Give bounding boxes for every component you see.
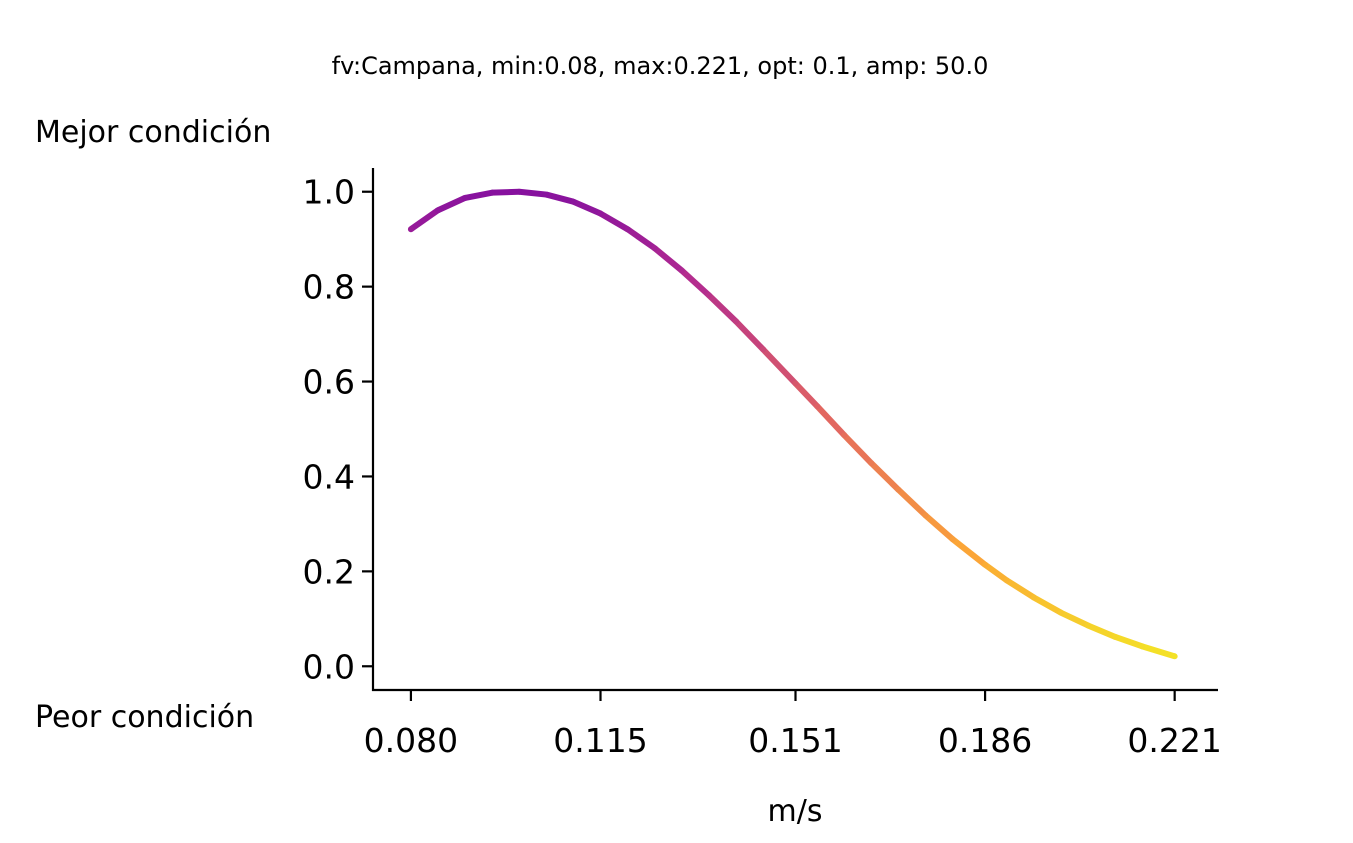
- data-point: [868, 460, 875, 467]
- line-segment: [545, 191, 575, 205]
- line-segment: [652, 245, 684, 273]
- line-segment: [625, 226, 657, 251]
- data-point: [1057, 609, 1064, 616]
- line-segment: [409, 207, 440, 232]
- line-segment: [814, 404, 847, 438]
- line-segment: [1005, 577, 1036, 600]
- line-segment: [464, 189, 493, 201]
- line-segment: [572, 198, 602, 217]
- data-point: [1112, 633, 1119, 640]
- x-axis-ticks: 0.080 0.115 0.151 0.186 0.221: [364, 690, 1222, 760]
- data-point: [543, 191, 550, 198]
- data-point: [841, 432, 848, 439]
- series-line: [407, 188, 1178, 660]
- data-point: [814, 403, 821, 410]
- data-point: [895, 486, 902, 493]
- line-segment: [706, 293, 739, 324]
- line-segment: [733, 319, 766, 352]
- x-axis-label: m/s: [768, 794, 823, 829]
- line-segment: [679, 268, 711, 298]
- y-tick-label: 0.0: [303, 647, 355, 686]
- data-point: [982, 561, 989, 568]
- top-condition-label: Mejor condición: [35, 115, 271, 150]
- line-segment: [896, 487, 928, 518]
- line-segment: [1086, 622, 1117, 640]
- line-segment: [842, 433, 874, 466]
- data-point: [462, 194, 469, 201]
- line-segment: [1114, 634, 1144, 650]
- data-point: [651, 245, 658, 252]
- y-axis-ticks: 0.0 0.2 0.4 0.6 0.8 1.0: [303, 173, 373, 686]
- line-segment: [760, 347, 798, 386]
- line-segment: [950, 536, 987, 568]
- data-point: [678, 267, 685, 274]
- line-segment: [492, 188, 520, 196]
- bottom-condition-label: Peor condición: [35, 700, 254, 735]
- data-point: [516, 188, 523, 195]
- line-segment: [869, 461, 901, 492]
- data-point: [1003, 577, 1010, 584]
- x-tick-label: 0.115: [553, 721, 647, 760]
- data-point: [407, 226, 414, 233]
- x-tick-label: 0.080: [364, 721, 458, 760]
- x-tick-label: 0.221: [1127, 721, 1221, 760]
- y-tick-label: 0.6: [303, 363, 355, 402]
- data-point: [760, 346, 766, 353]
- y-tick-label: 0.8: [303, 268, 355, 307]
- data-point: [705, 292, 712, 299]
- line-segment: [983, 562, 1009, 583]
- data-point: [570, 198, 577, 205]
- data-point: [597, 210, 604, 217]
- chart-title: fv:Campana, min:0.08, max:0.221, opt: 0.…: [332, 52, 989, 80]
- line-segment: [598, 210, 630, 232]
- x-tick-label: 0.186: [938, 721, 1032, 760]
- data-point: [1139, 643, 1146, 650]
- y-tick-label: 1.0: [303, 173, 355, 212]
- data-point: [792, 380, 799, 387]
- y-tick-label: 0.4: [303, 457, 355, 496]
- line-segment: [1141, 643, 1176, 660]
- line-segment: [436, 195, 467, 213]
- data-point: [949, 536, 956, 543]
- x-tick-label: 0.151: [748, 721, 842, 760]
- line-segment: [518, 188, 547, 198]
- axes: [371, 168, 1218, 692]
- line-segment: [1032, 594, 1063, 616]
- data-point: [922, 512, 929, 519]
- data-point: [1085, 622, 1091, 629]
- data-point: [732, 318, 739, 325]
- data-point: [1171, 653, 1178, 660]
- data-point: [489, 189, 496, 196]
- data-point: [435, 207, 441, 214]
- data-point: [624, 226, 631, 233]
- line-segment: [1059, 609, 1090, 629]
- line-segment: [793, 381, 820, 409]
- line-segment: [923, 513, 955, 542]
- y-tick-label: 0.2: [303, 552, 355, 591]
- data-point: [1030, 594, 1037, 601]
